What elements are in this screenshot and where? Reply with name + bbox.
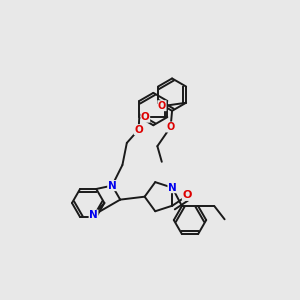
Text: O: O — [134, 125, 143, 135]
Text: O: O — [182, 190, 192, 200]
Text: N: N — [168, 183, 177, 193]
Text: N: N — [108, 181, 116, 190]
Text: O: O — [158, 101, 166, 111]
Text: O: O — [167, 122, 175, 132]
Text: N: N — [89, 210, 98, 220]
Text: O: O — [141, 112, 150, 122]
